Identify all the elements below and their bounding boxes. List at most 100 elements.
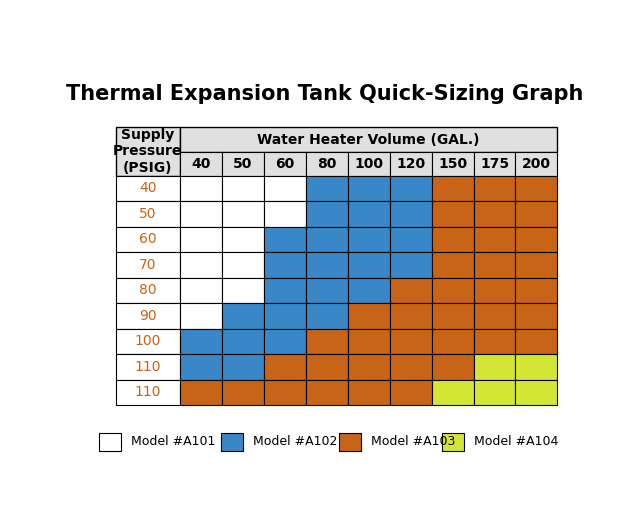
- Text: 70: 70: [139, 258, 157, 272]
- Bar: [264, 227, 306, 252]
- Bar: [515, 380, 558, 405]
- Text: 40: 40: [139, 182, 157, 195]
- Bar: [222, 201, 264, 227]
- Bar: [306, 380, 348, 405]
- Bar: [390, 176, 432, 201]
- Text: Model #A104: Model #A104: [474, 435, 558, 448]
- Text: 100: 100: [135, 335, 161, 348]
- Bar: [222, 227, 264, 252]
- Bar: [306, 201, 348, 227]
- Bar: [264, 252, 306, 278]
- Bar: [222, 278, 264, 303]
- Bar: [390, 329, 432, 354]
- Bar: [222, 303, 264, 329]
- Bar: [432, 152, 473, 176]
- Bar: [432, 201, 473, 227]
- Bar: [180, 380, 222, 405]
- Bar: [180, 278, 222, 303]
- Text: 120: 120: [396, 157, 425, 171]
- Text: 100: 100: [354, 157, 383, 171]
- Bar: [442, 433, 464, 451]
- Bar: [390, 227, 432, 252]
- Bar: [515, 252, 558, 278]
- Bar: [515, 329, 558, 354]
- Bar: [264, 201, 306, 227]
- Bar: [116, 303, 180, 329]
- Bar: [390, 252, 432, 278]
- Bar: [473, 303, 515, 329]
- Text: 50: 50: [233, 157, 253, 171]
- Text: 175: 175: [480, 157, 509, 171]
- Bar: [180, 227, 222, 252]
- Bar: [116, 380, 180, 405]
- Text: Water Heater Volume (GAL.): Water Heater Volume (GAL.): [258, 133, 480, 147]
- Bar: [348, 227, 390, 252]
- Bar: [348, 278, 390, 303]
- Bar: [515, 278, 558, 303]
- Text: Supply
Pressure
(PSIG): Supply Pressure (PSIG): [113, 128, 182, 175]
- Text: 90: 90: [139, 309, 157, 323]
- Bar: [473, 176, 515, 201]
- Bar: [180, 252, 222, 278]
- Text: 50: 50: [139, 207, 157, 221]
- Bar: [348, 329, 390, 354]
- Text: 80: 80: [139, 284, 157, 297]
- Bar: [306, 176, 348, 201]
- Bar: [222, 433, 244, 451]
- Bar: [116, 329, 180, 354]
- Bar: [180, 201, 222, 227]
- Bar: [348, 176, 390, 201]
- Bar: [348, 380, 390, 405]
- Text: 150: 150: [438, 157, 467, 171]
- Bar: [116, 354, 180, 380]
- Bar: [432, 380, 473, 405]
- Bar: [306, 303, 348, 329]
- Bar: [264, 176, 306, 201]
- Bar: [222, 252, 264, 278]
- Bar: [116, 201, 180, 227]
- Bar: [348, 303, 390, 329]
- Bar: [264, 380, 306, 405]
- Text: Thermal Expansion Tank Quick-Sizing Graph: Thermal Expansion Tank Quick-Sizing Grap…: [66, 84, 583, 105]
- Text: Model #A103: Model #A103: [371, 435, 455, 448]
- Text: 110: 110: [135, 360, 161, 374]
- Bar: [515, 201, 558, 227]
- Bar: [264, 152, 306, 176]
- Bar: [222, 380, 264, 405]
- Bar: [473, 152, 515, 176]
- Bar: [222, 354, 264, 380]
- Bar: [473, 329, 515, 354]
- Text: 60: 60: [139, 233, 157, 246]
- Bar: [116, 227, 180, 252]
- Bar: [515, 152, 558, 176]
- Bar: [432, 227, 473, 252]
- Bar: [432, 176, 473, 201]
- Bar: [306, 152, 348, 176]
- Bar: [432, 354, 473, 380]
- Bar: [180, 354, 222, 380]
- Bar: [390, 303, 432, 329]
- Bar: [222, 152, 264, 176]
- Bar: [180, 303, 222, 329]
- Bar: [473, 252, 515, 278]
- Bar: [348, 252, 390, 278]
- Bar: [432, 329, 473, 354]
- Bar: [390, 278, 432, 303]
- Bar: [264, 278, 306, 303]
- Bar: [390, 380, 432, 405]
- Bar: [264, 329, 306, 354]
- Bar: [99, 433, 121, 451]
- Bar: [432, 278, 473, 303]
- Bar: [473, 278, 515, 303]
- Bar: [306, 227, 348, 252]
- Bar: [180, 176, 222, 201]
- Bar: [473, 354, 515, 380]
- Bar: [264, 303, 306, 329]
- Bar: [116, 176, 180, 201]
- Text: 40: 40: [191, 157, 211, 171]
- Text: 60: 60: [275, 157, 294, 171]
- Bar: [348, 152, 390, 176]
- Bar: [306, 278, 348, 303]
- Bar: [515, 354, 558, 380]
- Bar: [116, 252, 180, 278]
